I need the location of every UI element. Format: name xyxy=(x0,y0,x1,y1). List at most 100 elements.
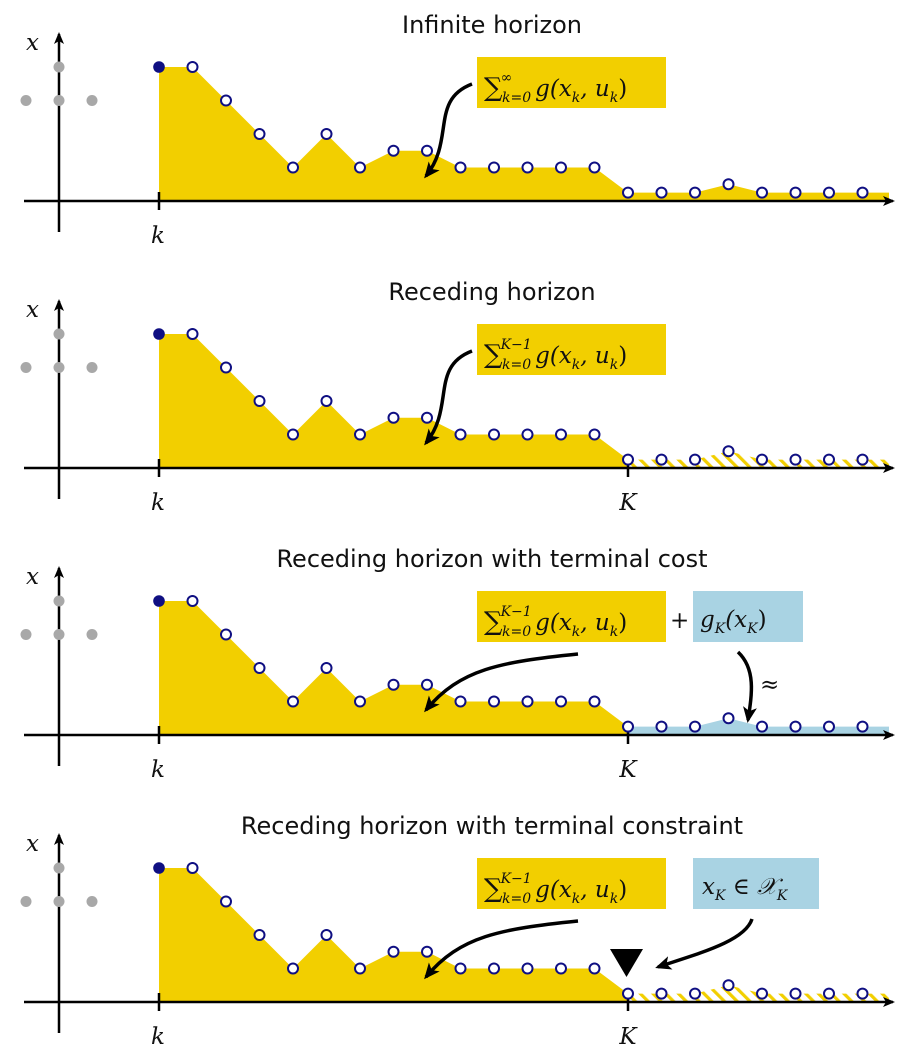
predicted-state-point xyxy=(756,987,768,1000)
predicted-state-point xyxy=(689,186,701,199)
stage-cost-label: ∑K−1 k=0 g(xk, uk) xyxy=(477,591,666,642)
predicted-state-point xyxy=(622,720,634,733)
predicted-state-point xyxy=(320,662,333,674)
predicted-state-point xyxy=(220,628,232,641)
stage-cost-formula: ∑K−1 k=0 g(xk, uk) xyxy=(484,604,627,640)
stage-cost-formula: ∑K−1 k=0 g(xk, uk) xyxy=(484,871,627,907)
predicted-state-point xyxy=(253,395,266,407)
predicted-state-point xyxy=(186,595,199,607)
predicted-state-point xyxy=(354,962,366,975)
predicted-state-point xyxy=(856,186,869,199)
stage-cost-box xyxy=(477,591,666,642)
past-state-point xyxy=(53,862,65,874)
predicted-state-point xyxy=(421,144,433,157)
predicted-state-point xyxy=(287,695,299,708)
predicted-state-point xyxy=(655,453,668,466)
past-state-point xyxy=(20,362,32,373)
predicted-state-point xyxy=(521,695,534,708)
predicted-state-point xyxy=(186,61,199,73)
predicted-state-point xyxy=(555,428,567,441)
predicted-state-point xyxy=(320,395,333,407)
past-state-point xyxy=(86,362,98,373)
predicted-state-point xyxy=(253,929,266,941)
trajectory-plot: x k K xyxy=(20,297,895,516)
predicted-state-point xyxy=(488,161,500,174)
predicted-state-point xyxy=(488,428,500,441)
stage-cost-formula: ∑∞ k=0 g(xk, uk) xyxy=(484,70,627,106)
current-state-point xyxy=(153,61,165,73)
predicted-state-point xyxy=(856,720,869,733)
predicted-state-point xyxy=(655,720,668,733)
tick-label-k: k xyxy=(151,490,165,516)
state-axis-label: x xyxy=(26,30,39,56)
predicted-state-point xyxy=(521,962,534,975)
state-axis-label: x xyxy=(26,564,39,590)
current-state-point xyxy=(153,595,165,607)
predicted-state-point xyxy=(588,962,601,975)
current-state-point xyxy=(153,862,165,874)
predicted-state-point xyxy=(421,945,433,958)
predicted-state-point xyxy=(689,987,701,1000)
tick-label-K: K xyxy=(618,757,638,783)
stage-cost-box xyxy=(477,57,666,108)
predicted-state-point xyxy=(220,94,232,107)
predicted-state-point xyxy=(689,453,701,466)
predicted-state-point xyxy=(555,962,567,975)
past-state-point xyxy=(20,896,32,907)
predicted-state-point xyxy=(521,161,534,174)
stage-cost-area xyxy=(159,601,628,735)
stage-cost-label: ∑∞ k=0 g(xk, uk) xyxy=(477,57,666,108)
predicted-state-point xyxy=(454,962,467,975)
past-state-point xyxy=(53,95,65,106)
past-state-point xyxy=(86,95,98,106)
panel-title: Receding horizon with terminal cost xyxy=(276,545,707,573)
terminal-cost-label: gK(xK) xyxy=(693,591,803,642)
approx-sign: ≈ xyxy=(760,672,779,698)
predicted-state-point xyxy=(454,161,467,174)
predicted-state-point xyxy=(555,695,567,708)
state-axis-label: x xyxy=(26,831,39,857)
predicted-state-point xyxy=(454,428,467,441)
tick-label-k: k xyxy=(151,757,165,783)
predicted-state-point xyxy=(354,161,366,174)
past-state-point xyxy=(86,629,98,640)
terminal-constraint-arrow xyxy=(655,918,754,970)
predicted-state-point xyxy=(622,186,634,199)
predicted-state-point xyxy=(789,987,802,1000)
predicted-state-point xyxy=(253,128,266,140)
stage-cost-box xyxy=(477,324,666,375)
current-state-point xyxy=(153,328,165,340)
predicted-state-point xyxy=(588,695,601,708)
panel-title: Receding horizon with terminal constrain… xyxy=(241,812,743,840)
stage-cost-area xyxy=(159,67,889,201)
tick-label-k: k xyxy=(151,223,165,249)
stage-cost-label: ∑K−1 k=0 g(xk, uk) xyxy=(477,858,666,909)
predicted-state-point xyxy=(555,161,567,174)
tick-label-k: k xyxy=(151,1024,165,1050)
predicted-state-point xyxy=(287,161,299,174)
terminal-constraint-triangle-icon xyxy=(610,949,643,977)
predicted-state-point xyxy=(756,186,768,199)
trajectory-plot: x k K xyxy=(20,831,895,1050)
terminal-constraint-box xyxy=(693,858,819,909)
predicted-state-point xyxy=(722,979,735,992)
plus-sign: + xyxy=(670,608,689,634)
stage-cost-label: ∑K−1 k=0 g(xk, uk) xyxy=(477,324,666,375)
terminal-cost-arrow xyxy=(736,650,757,723)
terminal-cost-formula: gK(xK) xyxy=(700,607,767,637)
stage-cost-arrow xyxy=(424,349,473,446)
predicted-state-point xyxy=(722,712,735,725)
past-state-point xyxy=(53,629,65,640)
predicted-state-point xyxy=(588,161,601,174)
panel-title: Infinite horizon xyxy=(402,11,582,39)
stage-cost-area xyxy=(159,334,628,468)
predicted-state-point xyxy=(856,453,869,466)
panel-terminal-cost: Receding horizon with terminal cost xk K … xyxy=(20,545,895,783)
predicted-state-point xyxy=(588,428,601,441)
predicted-state-point xyxy=(655,186,668,199)
predicted-state-point xyxy=(387,678,400,691)
panel-terminal-constraint: Receding horizon with terminal constrain… xyxy=(20,812,895,1050)
predicted-state-point xyxy=(689,720,701,733)
past-state-point xyxy=(53,362,65,373)
